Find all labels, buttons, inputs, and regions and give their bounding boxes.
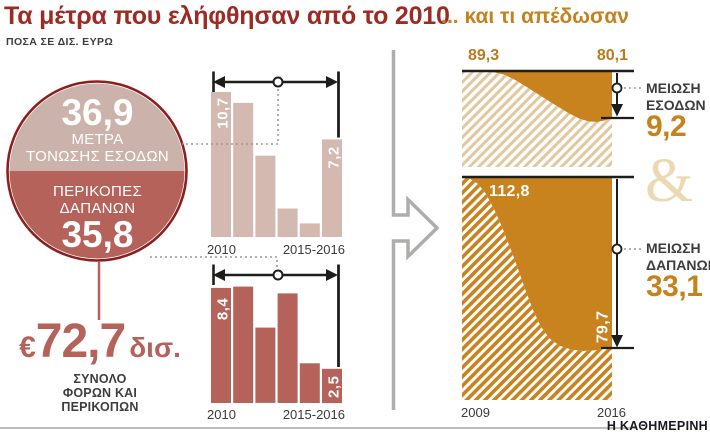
revenue-result-area-chart: [462, 69, 643, 167]
bar-2011: [233, 286, 254, 403]
revenue-reduction-area: [462, 71, 612, 122]
bar-value-label: 2,5: [326, 376, 343, 398]
bar-2014: [299, 223, 320, 237]
bar-value-label: 8,4: [215, 298, 232, 321]
spending-end-value: 79,7: [595, 311, 612, 343]
bar-2015-2016: [322, 139, 342, 237]
spending-reduction-value: 33,1: [646, 270, 703, 303]
measure-marker-icon: [611, 82, 623, 94]
bar-2012: [255, 327, 276, 403]
dotted-connector-bottom: [150, 256, 278, 268]
x-tick-2010-bottom: 2010: [207, 407, 236, 422]
bar-2015-2016: [322, 368, 342, 404]
bar-2013: [277, 293, 298, 403]
spending-reduction-label: ΜΕΙΩΣΗ ΔΑΠΑΝΩΝ: [646, 240, 710, 273]
measures-donut: [6, 80, 188, 320]
midpoint-marker-icon: [272, 76, 284, 88]
revenue-remaining-area: [462, 71, 612, 167]
page-title: Τα μέτρα που ελήφθησαν από το 2010: [4, 2, 450, 30]
spending-cuts-label: ΠΕΡΙΚΟΠΕΣ ΔΑΠΑΝΩΝ: [52, 183, 143, 217]
donut-ring: [6, 80, 188, 262]
measure-marker-icon: [611, 243, 623, 255]
x-tick-2015-2016-top: 2015-2016: [282, 242, 345, 257]
total-amount: €72,7 δισ.: [19, 315, 181, 368]
page-subtitle: ΠΟΣΑ ΣΕ ΔΙΣ. ΕΥΡΩ: [6, 36, 114, 48]
dotted-connector-top: [182, 89, 279, 145]
x-tick-2016: 2016: [597, 405, 626, 420]
bar-value-label: 7,2: [326, 146, 343, 168]
spending-cuts-value: 35,8: [61, 214, 134, 255]
spending-result-area-chart: 112,8 79,7: [462, 175, 643, 400]
span-arrow-bottom: [212, 264, 340, 367]
bar-value-label: 10,7: [215, 97, 232, 128]
revenue-measures-bars: 10,7 7,2: [211, 92, 343, 238]
revenue-reduction-label: ΜΕΙΩΣΗ ΕΣΟΔΩΝ: [646, 80, 706, 113]
x-tick-2015-2016-bottom: 2015-2016: [282, 407, 345, 422]
revenue-measures-value: 36,9: [61, 92, 134, 133]
revenue-start-value: 89,3: [468, 47, 500, 64]
arrowhead-left-icon: [213, 76, 225, 88]
arrowhead-right-icon: [326, 269, 338, 281]
bar-2014: [299, 363, 320, 403]
bar-2010: [211, 92, 231, 237]
spending-reduction-area: [462, 177, 612, 351]
donut-bottom-half: [9, 171, 185, 259]
x-tick-2009: 2009: [461, 405, 490, 420]
measure-arrowhead-icon: [611, 104, 623, 117]
ampersand-symbol: &: [645, 147, 694, 215]
spending-start-value: 112,8: [489, 183, 530, 200]
x-tick-2010-top: 2010: [207, 242, 236, 257]
span-arrow-top: [212, 71, 340, 138]
revenue-reduction-value: 9,2: [646, 110, 687, 143]
bar-2012: [255, 155, 276, 237]
footer-divider: [0, 427, 636, 429]
arrowhead-right-icon: [326, 76, 338, 88]
revenue-end-value: 80,1: [596, 47, 628, 64]
bar-2010: [211, 287, 231, 403]
total-caption: ΣΥΝΟΛΟ ΦΟΡΩΝ ΚΑΙ ΠΕΡΙΚΟΠΩΝ: [61, 372, 139, 414]
spending-cuts-bars: 8,4 2,5: [211, 286, 343, 404]
revenue-measures-label: ΜΕΤΡΑ ΤΟΝΩΣΗΣ ΕΣΟΔΩΝ: [25, 131, 170, 165]
spending-remaining-area: [462, 177, 612, 400]
donut-top-half: [9, 83, 185, 171]
arrowhead-left-icon: [213, 269, 225, 281]
measure-arrowhead-icon: [611, 335, 623, 348]
merge-arrow-icon: [391, 50, 440, 410]
publisher-logo: Η ΚΑΘΗΜΕΡΙΝΗ: [606, 419, 708, 433]
euro-symbol: €: [19, 331, 36, 364]
bar-2013: [277, 208, 298, 237]
right-section-title: ... και τι απέδωσαν: [441, 5, 629, 28]
bar-2011: [233, 102, 254, 238]
midpoint-marker-icon: [272, 269, 284, 281]
